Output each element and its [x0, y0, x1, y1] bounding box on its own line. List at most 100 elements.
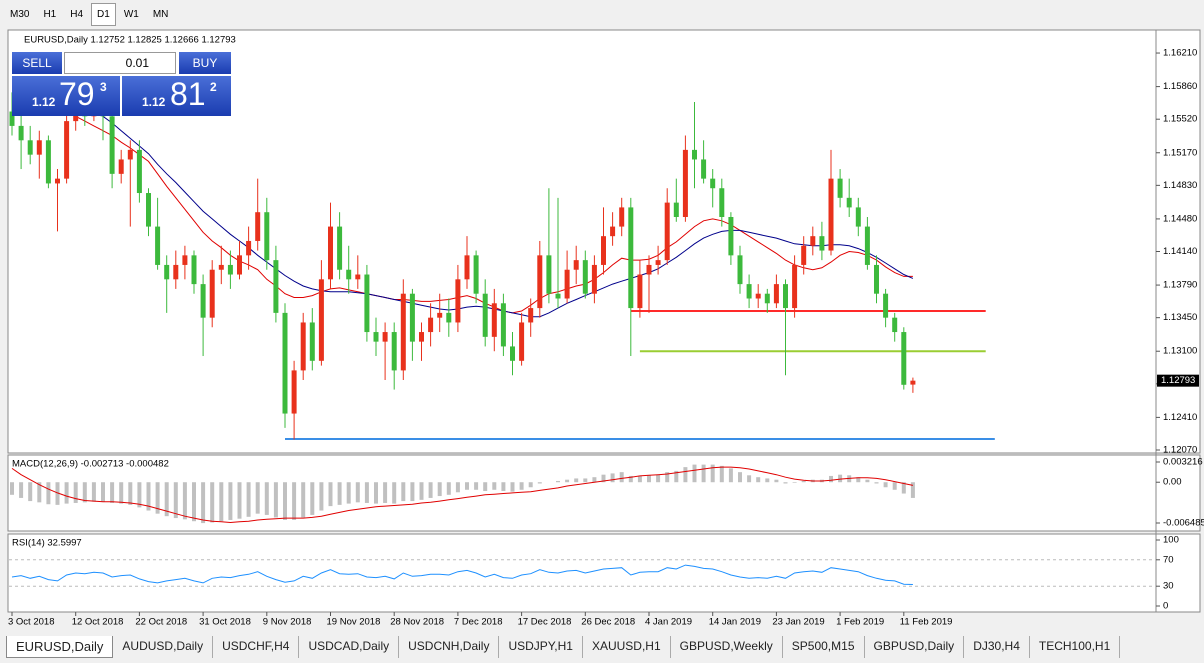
candle-body — [573, 260, 579, 270]
candle-body — [491, 303, 497, 337]
buy-price[interactable]: 1.12 81 2 — [122, 76, 231, 116]
macd-bar — [383, 482, 388, 503]
chart-tab[interactable]: SP500,M15 — [783, 636, 865, 658]
macd-bar — [619, 472, 624, 483]
chart-tab[interactable]: AUDUSD,Daily — [113, 636, 214, 658]
macd-bar — [565, 479, 570, 483]
candle-body — [373, 332, 379, 342]
sell-sup: 3 — [100, 80, 107, 94]
rsi-label: RSI(14) 32.5997 — [12, 538, 82, 549]
macd-bar — [747, 475, 752, 483]
candle-body — [127, 149, 133, 160]
y-tick-label: 1.12410 — [1163, 412, 1197, 423]
timeframe-button[interactable]: H1 — [43, 8, 57, 20]
y-tick-label: 1.13790 — [1163, 280, 1197, 291]
buy-big: 81 — [170, 76, 206, 112]
lot-input[interactable]: 0.01 — [64, 52, 176, 74]
chart-tab[interactable]: USDJPY,H1 — [499, 636, 583, 658]
macd-bar — [838, 474, 843, 483]
rsi-panel — [7, 533, 1201, 613]
chart-tab[interactable]: GBPUSD,Weekly — [671, 636, 783, 658]
macd-bar — [392, 482, 397, 504]
chart-tab[interactable]: TECH100,H1 — [1030, 636, 1121, 658]
timeframe-button[interactable]: D1 — [91, 2, 116, 26]
chart-tab[interactable]: XAUUSD,H1 — [583, 636, 671, 658]
candle-body — [655, 260, 661, 265]
candle-body — [601, 236, 606, 265]
timeframe-button[interactable]: H4 — [70, 8, 84, 20]
macd-bar — [428, 482, 433, 498]
macd-bar — [410, 482, 415, 502]
sell-price[interactable]: 1.12 79 3 — [12, 76, 120, 116]
macd-bar — [437, 482, 442, 497]
macd-bar — [264, 482, 269, 515]
chart-tab[interactable]: USDCAD,Daily — [299, 636, 400, 658]
macd-bar — [319, 482, 324, 511]
macd-bar — [182, 482, 187, 520]
macd-bar — [110, 482, 115, 503]
candle-body — [701, 159, 707, 179]
candle-body — [437, 312, 443, 318]
y-tick-label: 0.00 — [1163, 477, 1182, 488]
candle-body — [346, 269, 352, 280]
candle-body — [446, 312, 452, 323]
candle-body — [482, 293, 488, 337]
candle-body — [819, 236, 825, 251]
rsi-line — [11, 564, 913, 585]
macd-bar — [510, 482, 515, 492]
macd-bar — [101, 482, 105, 502]
candle-body — [209, 269, 215, 318]
macd-bar — [601, 474, 606, 483]
chart-tab[interactable]: USDCHF,H4 — [213, 636, 300, 658]
chart-title: EURUSD,Daily 1.12752 1.12825 1.12666 1.1… — [24, 35, 236, 46]
candle-body — [874, 264, 879, 294]
candle-body — [337, 226, 343, 270]
macd-bar — [756, 477, 761, 483]
chart-tab[interactable]: GBPUSD,Daily — [865, 636, 965, 658]
macd-bar — [128, 482, 133, 505]
candle-body — [155, 226, 161, 265]
candle-body — [73, 111, 79, 122]
x-tick-label: 17 Dec 2018 — [518, 617, 572, 628]
macd-bar — [783, 482, 788, 484]
candle-body — [828, 178, 834, 251]
chart-tab[interactable]: EURUSD,Daily — [6, 636, 114, 658]
macd-bar — [64, 482, 69, 504]
candle-body — [409, 293, 415, 342]
sell-button[interactable]: SELL — [12, 52, 62, 74]
macd-signal — [11, 466, 914, 524]
chart-tab[interactable]: USDCNH,Daily — [399, 636, 500, 658]
macd-bar — [137, 482, 142, 508]
macd-bar — [155, 482, 160, 514]
candle-body — [673, 202, 679, 217]
macd-bar — [28, 482, 33, 502]
macd-bar — [273, 482, 278, 518]
macd-bar — [501, 482, 506, 492]
macd-bar — [674, 470, 679, 483]
candle-body — [109, 116, 115, 174]
macd-bar — [728, 468, 733, 483]
candle-body — [364, 274, 370, 333]
x-tick-label: 26 Dec 2018 — [581, 617, 635, 628]
macd-bar — [210, 482, 215, 523]
candle-body — [428, 317, 434, 333]
candle-body — [755, 293, 761, 299]
macd-bar — [774, 479, 779, 483]
timeframe-button[interactable]: W1 — [123, 8, 139, 20]
macd-bar — [610, 473, 615, 483]
macd-bar — [374, 482, 378, 504]
candle-body — [173, 264, 179, 280]
candle-body — [309, 322, 315, 361]
macd-bar — [701, 464, 706, 483]
candle-body — [846, 197, 852, 208]
y-tick-label: 1.15860 — [1163, 81, 1197, 92]
macd-bar — [492, 482, 497, 490]
timeframe-button[interactable]: MN — [152, 8, 169, 20]
candle-body — [473, 255, 479, 294]
buy-button[interactable]: BUY — [179, 52, 231, 74]
x-tick-label: 14 Jan 2019 — [709, 617, 761, 628]
chart-tab[interactable]: DJ30,H4 — [964, 636, 1030, 658]
candle-body — [692, 149, 697, 160]
y-tick-label: 0 — [1163, 601, 1168, 612]
timeframe-button[interactable]: M30 — [10, 8, 30, 20]
